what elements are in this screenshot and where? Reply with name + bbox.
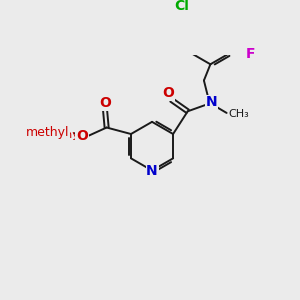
Text: O: O bbox=[99, 96, 111, 110]
Text: methyl: methyl bbox=[43, 130, 82, 140]
Text: O: O bbox=[76, 129, 88, 143]
Text: O: O bbox=[162, 86, 174, 100]
Text: CH₃: CH₃ bbox=[228, 109, 249, 119]
Text: N: N bbox=[146, 164, 158, 178]
Text: Cl: Cl bbox=[174, 0, 189, 13]
Text: methyl: methyl bbox=[26, 126, 69, 139]
Text: N: N bbox=[206, 95, 217, 110]
Text: F: F bbox=[246, 47, 256, 61]
